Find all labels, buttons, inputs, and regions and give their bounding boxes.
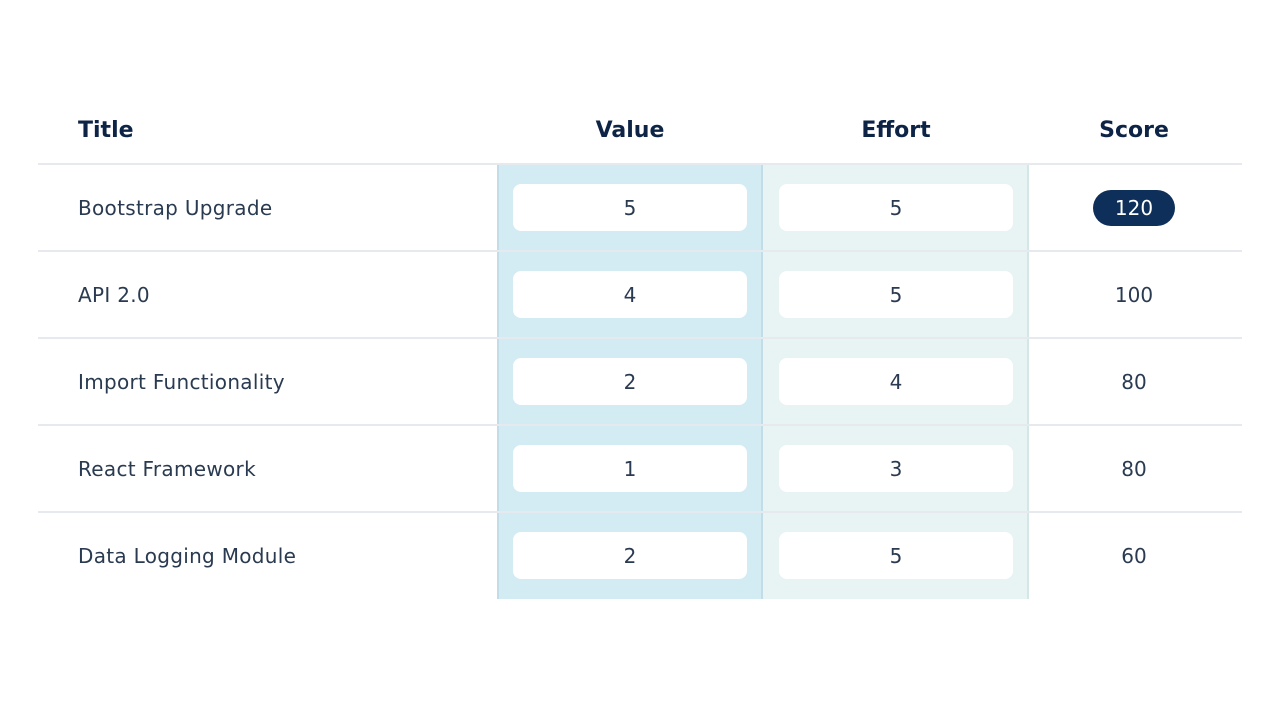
value-input[interactable] bbox=[513, 532, 747, 579]
row-divider bbox=[38, 511, 1242, 513]
row-score: 60 bbox=[1121, 544, 1147, 568]
table-row: Data Logging Module 60 bbox=[38, 513, 1242, 600]
effort-input[interactable] bbox=[779, 271, 1013, 318]
prioritization-table: Title Value Effort Score Bootstrap Upgra… bbox=[38, 96, 1242, 599]
row-title: Bootstrap Upgrade bbox=[78, 196, 273, 220]
header-title[interactable]: Title bbox=[78, 118, 134, 143]
score-badge: 120 bbox=[1093, 190, 1175, 226]
header-value[interactable]: Value bbox=[595, 118, 665, 143]
effort-input[interactable] bbox=[779, 532, 1013, 579]
row-score: 120 bbox=[1049, 165, 1219, 251]
row-title: Import Functionality bbox=[78, 370, 285, 394]
table-row: React Framework 80 bbox=[38, 426, 1242, 513]
table-body: Bootstrap Upgrade 120 API 2.0 100 Import… bbox=[38, 165, 1242, 599]
header-effort[interactable]: Effort bbox=[861, 118, 931, 143]
row-divider bbox=[38, 337, 1242, 339]
effort-input[interactable] bbox=[779, 358, 1013, 405]
row-score: 80 bbox=[1121, 370, 1147, 394]
table-row: Bootstrap Upgrade 120 bbox=[38, 165, 1242, 252]
row-title: API 2.0 bbox=[78, 283, 150, 307]
row-score: 100 bbox=[1114, 283, 1154, 307]
row-title: React Framework bbox=[78, 457, 256, 481]
effort-input[interactable] bbox=[779, 184, 1013, 231]
table-header: Title Value Effort Score bbox=[38, 96, 1242, 165]
header-score[interactable]: Score bbox=[1099, 118, 1169, 143]
value-input[interactable] bbox=[513, 358, 747, 405]
row-divider bbox=[38, 424, 1242, 426]
effort-input[interactable] bbox=[779, 445, 1013, 492]
value-input[interactable] bbox=[513, 445, 747, 492]
table-row: Import Functionality 80 bbox=[38, 339, 1242, 426]
table-row: API 2.0 100 bbox=[38, 252, 1242, 339]
value-input[interactable] bbox=[513, 271, 747, 318]
row-title: Data Logging Module bbox=[78, 544, 297, 568]
row-divider bbox=[38, 250, 1242, 252]
value-input[interactable] bbox=[513, 184, 747, 231]
row-score: 80 bbox=[1121, 457, 1147, 481]
